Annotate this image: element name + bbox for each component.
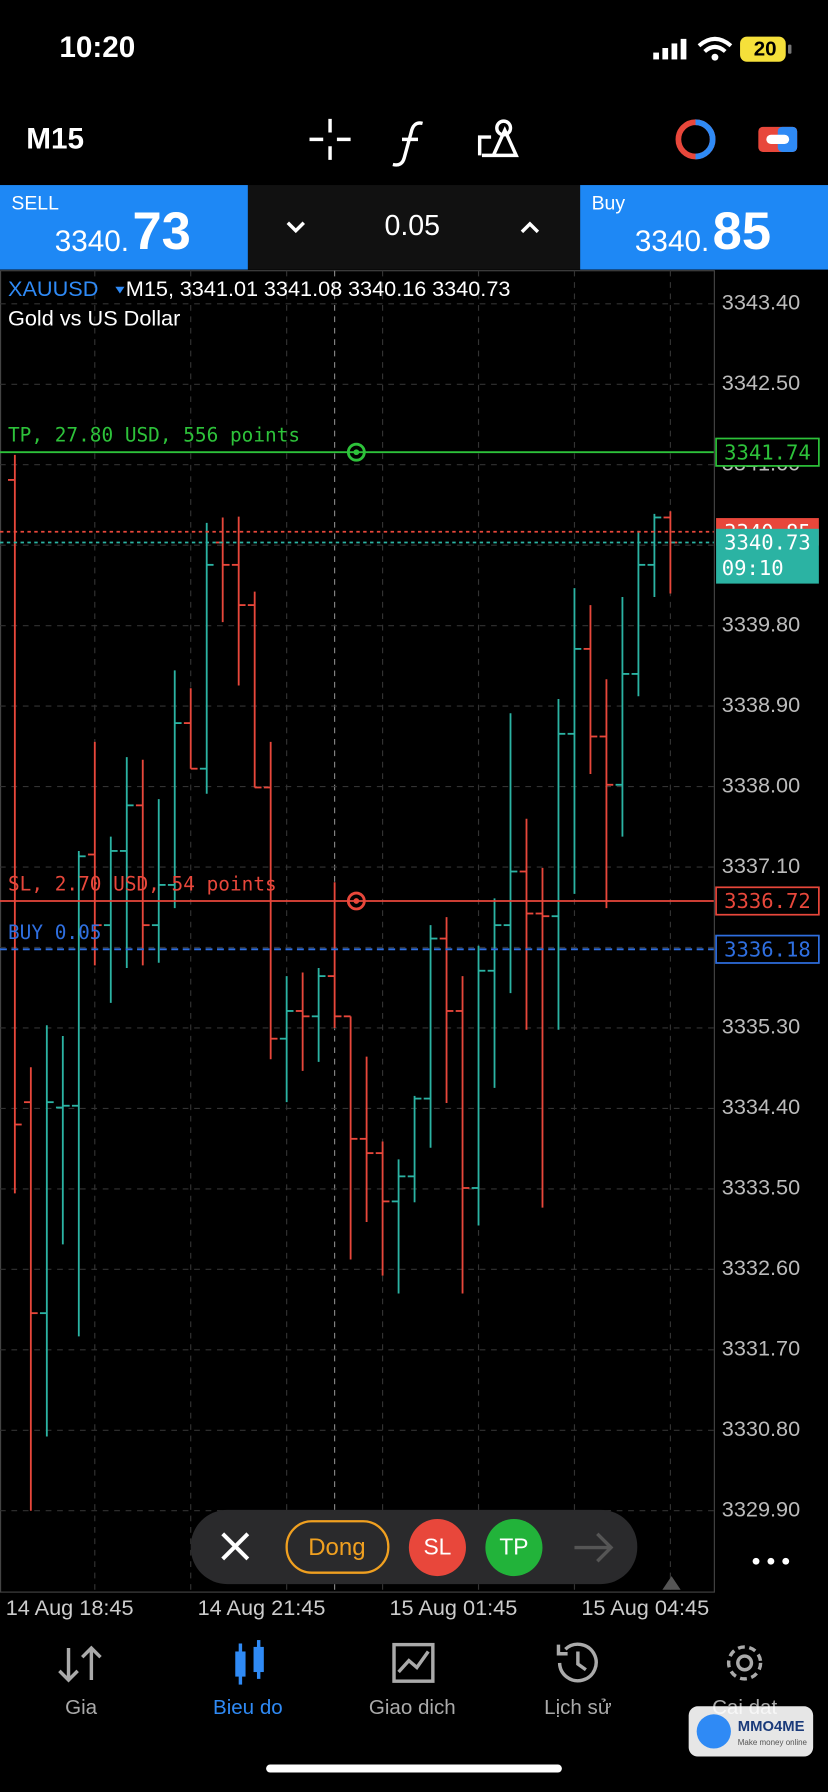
y-tick-label: 3332.60 xyxy=(722,1255,800,1280)
level-value: 3336.72 xyxy=(724,889,811,913)
buy-price-main: 3340. xyxy=(635,225,709,258)
x-tick-label: 14 Aug 21:45 xyxy=(198,1595,326,1620)
tab[interactable]: Gia xyxy=(65,1696,98,1719)
bid-value: 3340.73 xyxy=(724,531,811,555)
signal-icon xyxy=(653,38,687,60)
buy-button[interactable] xyxy=(580,185,828,270)
buy-label: Buy xyxy=(592,193,626,215)
chart-description: Gold vs US Dollar xyxy=(8,306,180,331)
header-part: 3341.08 xyxy=(264,276,342,301)
chart: 3343.403342.503341.603340.703339.803338.… xyxy=(0,270,820,1620)
battery-tip xyxy=(788,44,792,54)
trade-icon xyxy=(392,1642,435,1683)
bar-timer: 09:10 xyxy=(722,556,784,580)
timeframe-button[interactable]: M15 xyxy=(26,122,84,155)
more-button[interactable] xyxy=(752,1557,790,1565)
sell-price-pips: 73 xyxy=(132,202,190,261)
level-name: BUY 0.05 xyxy=(8,921,101,944)
watermark-brand: MMO4ME xyxy=(738,1719,805,1735)
sell-price-main: 3340. xyxy=(55,225,129,258)
y-tick-label: 3329.90 xyxy=(722,1496,800,1521)
header-part: 3341.01 xyxy=(180,276,258,301)
y-tick-label: 3337.10 xyxy=(722,853,800,878)
volume[interactable]: 0.05 xyxy=(385,210,441,242)
x-tick-label: 15 Aug 01:45 xyxy=(389,1595,517,1620)
y-tick-label: 3342.50 xyxy=(722,370,800,395)
chart-header: XAUUSD M15, 3341.01 3341.08 3340.16 3340.73 xyxy=(8,276,510,301)
close-button[interactable] xyxy=(285,1520,390,1574)
header-part: 3340.73 xyxy=(432,276,510,301)
volume-down[interactable] xyxy=(286,221,306,234)
sell-button[interactable] xyxy=(0,185,248,270)
y-tick-label: 3330.80 xyxy=(722,1416,800,1441)
crosshair-button[interactable] xyxy=(309,118,351,160)
y-tick-label: 3339.80 xyxy=(722,611,800,636)
tab[interactable]: Lịch sử xyxy=(544,1696,612,1719)
tab[interactable]: Bieu do xyxy=(213,1696,283,1719)
x-tick-label: 14 Aug 18:45 xyxy=(6,1595,134,1620)
trade-button[interactable] xyxy=(758,126,798,152)
settings-icon xyxy=(726,1645,763,1681)
level-box xyxy=(715,934,820,964)
sl-label: SL xyxy=(423,1534,451,1560)
home-indicator xyxy=(266,1764,562,1773)
status-time: 10:20 xyxy=(59,31,135,64)
objects-button[interactable] xyxy=(477,119,519,158)
watermark-slogan: Make money online xyxy=(738,1738,808,1747)
volume-up[interactable] xyxy=(520,221,540,234)
y-tick-label: 3338.90 xyxy=(722,692,800,717)
header-part: XAUUSD xyxy=(8,276,98,301)
oneclick-button[interactable] xyxy=(675,119,716,160)
next-button[interactable] xyxy=(574,1532,614,1563)
level-box xyxy=(715,886,820,916)
level-box xyxy=(715,437,820,467)
tab[interactable]: Giao dich xyxy=(369,1696,456,1719)
close-all-button[interactable] xyxy=(221,1532,250,1561)
quotes-icon xyxy=(58,1645,102,1683)
chart-icon xyxy=(235,1640,264,1685)
y-tick-label: 3338.00 xyxy=(722,772,800,797)
sell-label: SELL xyxy=(11,193,59,215)
level-handle-dot xyxy=(353,449,360,456)
history-icon xyxy=(556,1642,598,1683)
wifi-icon xyxy=(697,36,733,54)
header-part: M15, xyxy=(126,276,174,301)
battery-level: 20 xyxy=(754,38,777,61)
level-name: SL, 2.70 USD, 54 points xyxy=(8,873,277,896)
y-tick-label: 3333.50 xyxy=(722,1175,800,1200)
close-label: Dong xyxy=(308,1534,365,1561)
plot-frame xyxy=(0,270,715,1593)
y-tick-label: 3331.70 xyxy=(722,1336,800,1361)
symbol-dropdown xyxy=(115,286,125,294)
watermark-logo xyxy=(696,1714,731,1749)
level-value: 3336.18 xyxy=(724,937,811,961)
y-tick-label: 3334.40 xyxy=(722,1094,800,1119)
level-name: TP, 27.80 USD, 556 points xyxy=(8,424,300,447)
sl-button[interactable] xyxy=(408,1518,466,1577)
level-handle xyxy=(346,442,366,462)
bid-box xyxy=(716,528,819,584)
buy-price-pips: 85 xyxy=(713,202,771,261)
y-tick-label: 3335.30 xyxy=(722,1014,800,1039)
level-handle xyxy=(346,891,366,911)
scroll-marker xyxy=(662,1576,681,1590)
x-tick-label: 15 Aug 04:45 xyxy=(581,1595,709,1620)
tp-button[interactable] xyxy=(485,1518,543,1577)
y-tick-label: 3343.40 xyxy=(722,290,800,315)
level-value: 3341.74 xyxy=(724,440,811,464)
header-part: 3340.16 xyxy=(348,276,426,301)
level-handle-dot xyxy=(353,898,360,904)
tp-label: TP xyxy=(499,1534,528,1560)
wifi-dot xyxy=(711,53,719,61)
indicators-button[interactable] xyxy=(392,121,423,167)
battery xyxy=(740,36,786,62)
